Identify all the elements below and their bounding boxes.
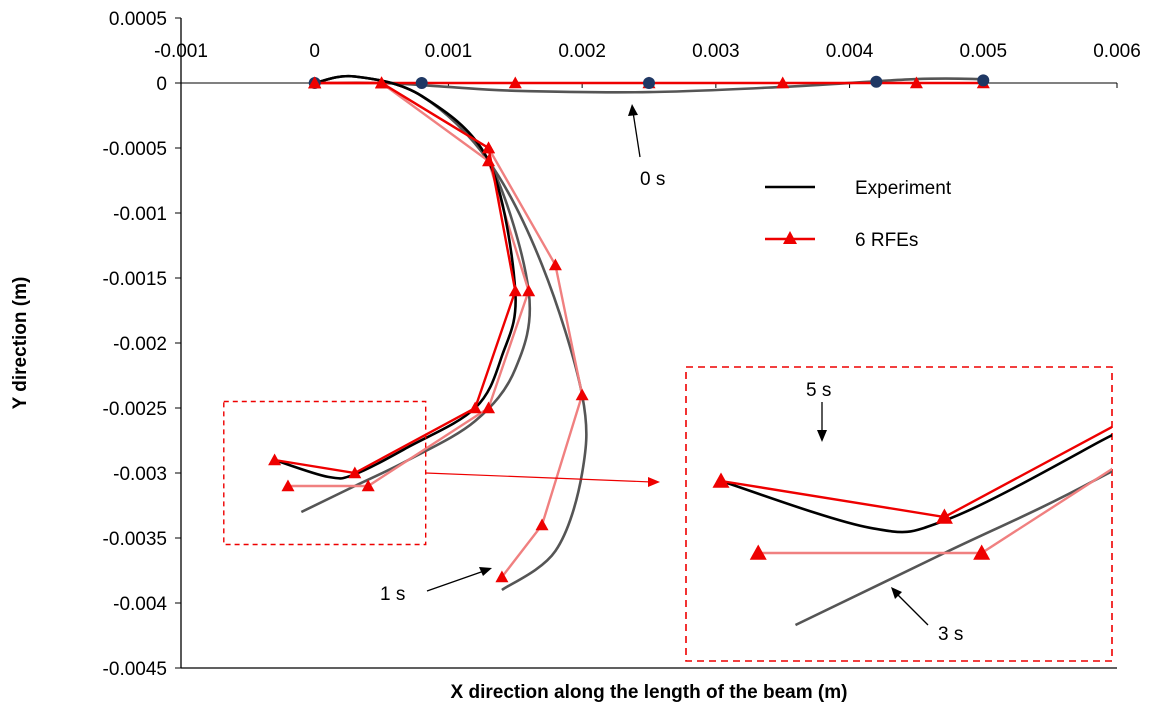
x-tick-label: 0.004: [826, 41, 874, 62]
annotation-0s-arrowhead: [628, 104, 638, 116]
y-tick-label: -0.0025: [103, 399, 167, 420]
x-tick-label: 0.001: [425, 41, 473, 62]
y-tick-label: -0.004: [113, 594, 167, 615]
data-point-5s-rfe: [268, 453, 282, 466]
data-point-5s-rfe: [508, 284, 522, 297]
data-point-5s-rfe: [468, 401, 482, 414]
zoom-inset-series: [712, 425, 1112, 627]
x-tick-label: 0.002: [558, 41, 606, 62]
x-tick-label: 0.003: [692, 41, 740, 62]
data-point-0s-rfe: [508, 76, 522, 89]
y-tick-label: -0.0015: [103, 269, 167, 290]
annotation-0s-arrow: [632, 111, 641, 158]
y-tick-label: -0.0005: [103, 139, 167, 160]
series-line-1s-rfe: [314, 81, 584, 578]
annotation-1s-arrow: [426, 570, 485, 592]
y-tick-labels: 0.0005 0 -0.0005 -0.001 -0.0015 -0.002 -0.0025…: [103, 9, 168, 680]
legend-label-rfe: 6 RFEs: [855, 230, 918, 251]
y-tick-label: 0.0005: [109, 9, 167, 30]
zoom-inset-box: [685, 366, 1113, 662]
inset-series-line-3s-experiment: [794, 469, 1112, 627]
x-tick-label: 0.006: [1093, 41, 1141, 62]
zoom-connector-arrow: [425, 472, 653, 483]
data-point-1s-rfe: [575, 388, 589, 401]
y-tick-label: -0.0035: [103, 529, 167, 550]
annotation-3s-arrowhead: [891, 587, 902, 599]
legend: Experiment 6 RFEs: [765, 178, 952, 251]
data-point-3s-rfe: [361, 479, 375, 492]
marker-layer: [268, 74, 990, 583]
data-point-5s-rfe: [348, 466, 362, 479]
y-axis-title: Y direction (m): [10, 277, 31, 410]
data-point-0s-rfe: [776, 76, 790, 89]
data-point-0s-measured-points: [870, 75, 883, 88]
inset-data-point-3s-rfe: [749, 544, 767, 560]
annotation-3s-arrow: [896, 593, 929, 626]
annotation-3s: 3 s: [938, 624, 963, 645]
annotation-1s-arrowhead: [479, 567, 492, 576]
y-tick-label: 0: [156, 74, 167, 95]
data-point-0s-measured-points: [643, 77, 655, 89]
y-tick-label: -0.003: [113, 464, 167, 485]
series-line-3s-experiment: [300, 74, 532, 514]
data-point-3s-rfe: [522, 284, 536, 297]
data-point-1s-rfe: [548, 258, 562, 271]
data-point-5s-rfe: [482, 141, 496, 154]
x-tick-label: 0: [309, 41, 320, 62]
data-point-5s-rfe: [375, 76, 389, 89]
inset-data-point-3s-rfe: [973, 544, 991, 560]
legend-label-experiment: Experiment: [855, 178, 952, 199]
data-point-3s-rfe: [482, 401, 496, 414]
zoom-inset: [223, 366, 1113, 662]
annotation-5s-arrowhead: [817, 430, 827, 442]
zoom-source-box: [223, 400, 427, 546]
zoom-connector-arrowhead: [648, 477, 660, 487]
x-tick-labels: -0.001 0 0.001 0.002 0.003 0.004 0.005 0.006: [154, 41, 1141, 62]
data-point-3s-rfe: [281, 479, 295, 492]
legend-swatch-rfe-marker: [783, 231, 797, 244]
data-point-1s-rfe: [535, 518, 549, 531]
x-tick-label: 0.005: [960, 41, 1008, 62]
x-axis-title: X direction along the length of the beam…: [451, 682, 848, 703]
y-tick-label: -0.002: [113, 334, 167, 355]
x-tick-label: -0.001: [154, 41, 208, 62]
data-point-3s-rfe: [482, 154, 496, 167]
inset-data-point-5s-rfe: [935, 508, 953, 524]
annotations: 0 s 1 s 5 s 3 s: [380, 104, 963, 645]
annotation-0s: 0 s: [640, 169, 665, 190]
inset-data-point-5s-rfe: [712, 472, 730, 488]
annotation-1s: 1 s: [380, 584, 405, 605]
data-point-0s-measured-points: [977, 74, 990, 87]
data-point-5s-rfe: [308, 76, 322, 89]
y-tick-label: -0.0045: [103, 659, 167, 680]
series-line-3s-rfe: [287, 81, 530, 488]
data-point-1s-rfe: [495, 570, 509, 583]
data-point-0s-rfe: [909, 76, 923, 89]
y-tick-label: -0.001: [113, 204, 167, 225]
annotation-5s: 5 s: [806, 380, 831, 401]
data-point-0s-measured-points: [415, 77, 428, 89]
